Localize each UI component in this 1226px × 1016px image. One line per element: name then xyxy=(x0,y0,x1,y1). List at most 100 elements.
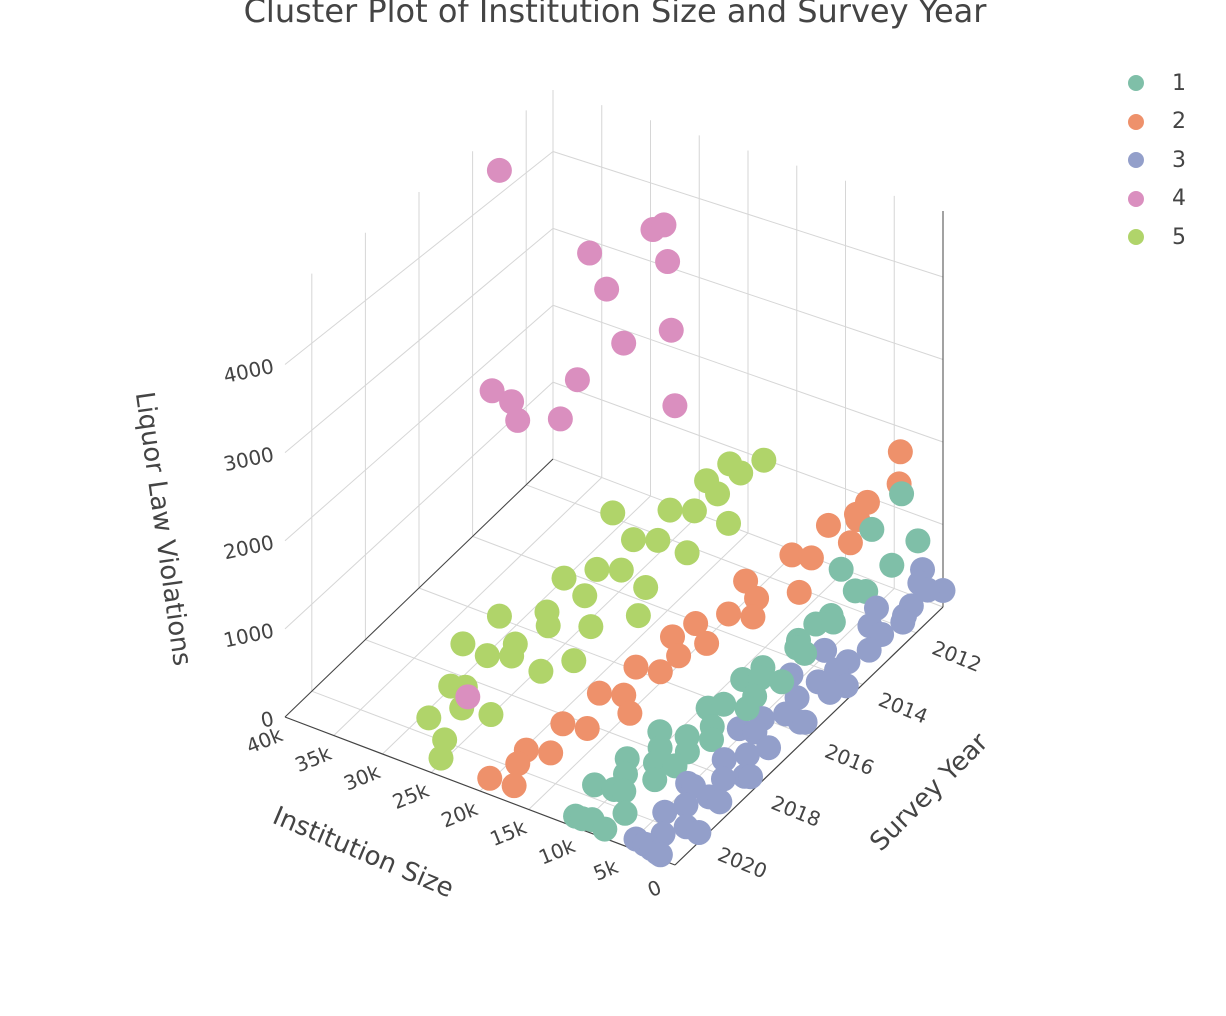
data-point-cluster-2[interactable] xyxy=(815,512,841,538)
data-point-cluster-4[interactable] xyxy=(564,367,590,393)
data-point-cluster-1[interactable] xyxy=(879,552,905,578)
data-point-cluster-3[interactable] xyxy=(756,735,782,761)
data-point-cluster-5[interactable] xyxy=(625,603,651,629)
data-point-cluster-5[interactable] xyxy=(620,527,646,553)
data-point-cluster-1[interactable] xyxy=(842,578,868,604)
data-point-cluster-4[interactable] xyxy=(611,330,637,356)
data-point-cluster-3[interactable] xyxy=(673,792,699,818)
data-point-cluster-2[interactable] xyxy=(887,439,913,465)
data-point-cluster-4[interactable] xyxy=(651,212,677,238)
data-point-cluster-5[interactable] xyxy=(633,574,659,600)
data-point-cluster-5[interactable] xyxy=(416,705,442,731)
data-point-cluster-1[interactable] xyxy=(662,753,688,779)
data-point-cluster-4[interactable] xyxy=(505,407,531,433)
data-point-cluster-5[interactable] xyxy=(528,658,554,684)
data-point-cluster-1[interactable] xyxy=(612,800,638,826)
data-point-cluster-5[interactable] xyxy=(535,613,561,639)
legend-item-1[interactable]: 1 xyxy=(1128,64,1224,103)
data-point-cluster-2[interactable] xyxy=(550,711,576,737)
data-point-cluster-2[interactable] xyxy=(744,585,770,611)
data-point-cluster-4[interactable] xyxy=(479,378,505,404)
data-point-cluster-3[interactable] xyxy=(915,577,941,603)
data-point-cluster-4[interactable] xyxy=(455,684,481,710)
data-point-cluster-1[interactable] xyxy=(820,609,846,635)
data-point-cluster-1[interactable] xyxy=(711,691,737,717)
data-point-cluster-4[interactable] xyxy=(486,157,512,183)
data-point-cluster-3[interactable] xyxy=(711,747,737,773)
data-point-cluster-1[interactable] xyxy=(859,516,885,542)
data-point-cluster-1[interactable] xyxy=(889,481,915,507)
data-point-cluster-4[interactable] xyxy=(547,406,573,432)
data-point-cluster-2[interactable] xyxy=(505,751,531,777)
data-point-cluster-5[interactable] xyxy=(561,648,587,674)
data-point-cluster-1[interactable] xyxy=(769,669,795,695)
data-point-cluster-5[interactable] xyxy=(681,498,707,524)
data-point-cluster-2[interactable] xyxy=(477,765,503,791)
data-point-cluster-1[interactable] xyxy=(582,772,608,798)
data-point-cluster-2[interactable] xyxy=(786,579,812,605)
data-point-cluster-1[interactable] xyxy=(792,640,818,666)
data-point-cluster-2[interactable] xyxy=(586,680,612,706)
data-point-cluster-2[interactable] xyxy=(666,643,692,669)
legend-item-3[interactable]: 3 xyxy=(1128,141,1224,180)
data-point-cluster-3[interactable] xyxy=(812,637,838,663)
data-point-cluster-2[interactable] xyxy=(617,700,643,726)
data-point-cluster-4[interactable] xyxy=(658,317,684,343)
data-point-cluster-3[interactable] xyxy=(738,764,764,790)
legend-item-4[interactable]: 4 xyxy=(1128,180,1224,219)
data-point-cluster-2[interactable] xyxy=(694,630,720,656)
data-point-cluster-2[interactable] xyxy=(574,715,600,741)
data-point-cluster-4[interactable] xyxy=(655,249,681,275)
data-point-cluster-5[interactable] xyxy=(600,500,626,526)
data-point-cluster-2[interactable] xyxy=(854,489,880,515)
data-point-cluster-2[interactable] xyxy=(501,773,527,799)
data-point-cluster-5[interactable] xyxy=(751,447,777,473)
data-point-cluster-3[interactable] xyxy=(817,679,843,705)
data-point-cluster-5[interactable] xyxy=(608,557,634,583)
data-point-cluster-5[interactable] xyxy=(716,510,742,536)
data-point-cluster-1[interactable] xyxy=(734,696,760,722)
legend-item-5[interactable]: 5 xyxy=(1128,218,1224,257)
data-point-cluster-2[interactable] xyxy=(647,659,673,685)
data-point-cluster-5[interactable] xyxy=(551,565,577,591)
data-point-cluster-2[interactable] xyxy=(716,601,742,627)
data-point-cluster-3[interactable] xyxy=(890,609,916,635)
data-point-cluster-5[interactable] xyxy=(428,745,454,771)
data-point-cluster-3[interactable] xyxy=(856,637,882,663)
data-point-cluster-2[interactable] xyxy=(623,654,649,680)
data-point-cluster-5[interactable] xyxy=(584,556,610,582)
data-point-cluster-1[interactable] xyxy=(611,778,637,804)
data-point-cluster-1[interactable] xyxy=(642,767,668,793)
data-point-cluster-2[interactable] xyxy=(683,611,709,637)
data-point-cluster-5[interactable] xyxy=(728,460,754,486)
data-point-cluster-3[interactable] xyxy=(734,742,760,768)
data-point-cluster-2[interactable] xyxy=(740,604,766,630)
data-point-cluster-3[interactable] xyxy=(792,709,818,735)
data-point-cluster-5[interactable] xyxy=(499,643,525,669)
data-point-cluster-5[interactable] xyxy=(657,497,683,523)
data-point-cluster-5[interactable] xyxy=(578,614,604,640)
data-point-cluster-2[interactable] xyxy=(837,530,863,556)
data-point-cluster-3[interactable] xyxy=(707,789,733,815)
data-point-cluster-3[interactable] xyxy=(686,820,712,846)
data-point-cluster-5[interactable] xyxy=(474,643,500,669)
data-point-cluster-4[interactable] xyxy=(594,276,620,302)
data-point-cluster-4[interactable] xyxy=(577,240,603,266)
data-point-cluster-1[interactable] xyxy=(592,816,618,842)
data-point-cluster-2[interactable] xyxy=(779,542,805,568)
data-point-cluster-5[interactable] xyxy=(486,603,512,629)
data-point-cluster-2[interactable] xyxy=(660,624,685,650)
data-point-cluster-2[interactable] xyxy=(798,545,824,571)
data-point-cluster-5[interactable] xyxy=(450,631,476,657)
legend-item-2[interactable]: 2 xyxy=(1128,103,1224,142)
data-point-cluster-5[interactable] xyxy=(645,527,671,553)
data-point-cluster-5[interactable] xyxy=(572,583,598,609)
data-point-cluster-1[interactable] xyxy=(828,556,854,582)
data-point-cluster-5[interactable] xyxy=(705,481,731,507)
data-point-cluster-3[interactable] xyxy=(710,766,736,792)
data-point-cluster-5[interactable] xyxy=(478,702,504,728)
data-point-cluster-1[interactable] xyxy=(905,528,931,554)
data-point-cluster-2[interactable] xyxy=(538,740,564,766)
data-point-cluster-5[interactable] xyxy=(674,540,700,566)
